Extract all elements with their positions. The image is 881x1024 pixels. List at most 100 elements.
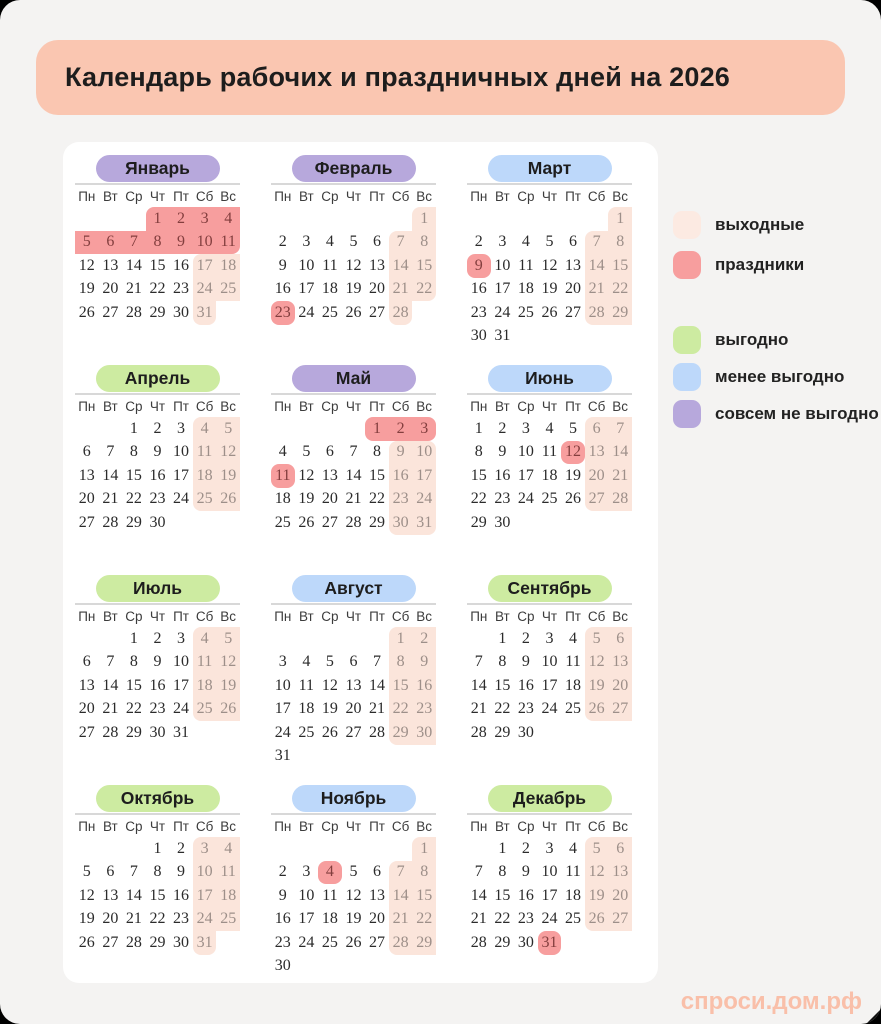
day-cell: 17 [412, 464, 436, 488]
day-cell: 15 [494, 676, 511, 694]
day-cell: 21 [388, 907, 413, 931]
weekday-label: Чт [149, 609, 166, 624]
day-cell: 19 [584, 674, 609, 698]
day-cell: 4 [278, 443, 287, 461]
day-cell: 15 [149, 886, 166, 904]
day-cell: 4 [192, 417, 217, 441]
day-cell: 28 [470, 723, 487, 741]
weekday-label: Вт [298, 609, 314, 624]
day-cell [538, 207, 562, 231]
day-cell [122, 837, 146, 861]
day-cell: 20 [608, 884, 632, 908]
day-cell: 16 [517, 886, 534, 904]
day-cell [295, 837, 319, 861]
day-cell: 27 [102, 303, 119, 321]
day-cell: 20 [321, 490, 338, 508]
day-cell: 7 [388, 230, 413, 254]
day-cell: 11 [322, 256, 338, 274]
weekday-label: Сб [391, 609, 410, 624]
day-cell: 17 [192, 884, 217, 908]
day-cell: 8 [498, 863, 507, 881]
day-cell: 24 [274, 723, 291, 741]
legend-label: совсем не выгодно [715, 404, 879, 423]
day-cell: 9 [388, 440, 413, 464]
day-cell [608, 325, 632, 349]
day-cell: 17 [173, 676, 190, 694]
day-cell: 16 [494, 466, 511, 484]
day-cell: 8 [474, 443, 483, 461]
day-cell [75, 207, 99, 231]
day-cell: 19 [298, 490, 315, 508]
day-cell [295, 207, 319, 231]
day-cell [318, 207, 342, 231]
day-cell: 6 [569, 233, 578, 251]
day-cell [342, 207, 366, 231]
legend-item: выгодно [673, 326, 878, 354]
day-cell: 24 [541, 910, 558, 928]
day-cell [295, 955, 319, 979]
weekday-label: Пн [470, 399, 488, 414]
day-cell: 15 [494, 886, 511, 904]
month-table: Пн Вт Ср Чт Пт Сб Вс 1 2 3 4 5 6 7 8 9 10 11 12 13 14 15 16 17 1… [467, 396, 632, 535]
day-cell [318, 837, 342, 861]
day-cell: 21 [470, 700, 487, 718]
month-header: Октябрь [75, 785, 240, 815]
month-header: Август [271, 575, 436, 605]
day-cell: 11 [565, 653, 581, 671]
month-title: Октябрь [95, 785, 220, 812]
month-header: Январь [75, 155, 240, 185]
day-cell: 21 [125, 910, 142, 928]
day-cell: 31 [274, 747, 291, 765]
day-cell: 22 [494, 700, 511, 718]
legend-item: совсем не выгодно [673, 400, 879, 428]
day-cell [561, 721, 585, 745]
weekday-label: Чт [149, 819, 166, 834]
day-cell: 19 [345, 280, 362, 298]
day-cell: 21 [608, 464, 632, 488]
weekday-label: Вт [102, 609, 118, 624]
day-cell: 23 [173, 280, 190, 298]
day-cell: 3 [521, 419, 530, 437]
day-cell: 31 [173, 723, 190, 741]
day-cell: 26 [216, 487, 240, 511]
weekday-label: Вт [298, 819, 314, 834]
day-cell: 17 [494, 280, 511, 298]
day-cell [561, 511, 585, 535]
day-cell: 23 [412, 697, 436, 721]
day-cell: 14 [388, 884, 413, 908]
day-cell: 6 [82, 653, 91, 671]
day-cell: 6 [82, 443, 91, 461]
weekday-label: Пт [565, 399, 581, 414]
day-cell: 17 [298, 910, 315, 928]
day-cell: 7 [373, 653, 382, 671]
day-cell: 4 [325, 233, 334, 251]
day-cell: 3 [177, 629, 186, 647]
day-cell: 29 [608, 301, 632, 325]
legend-item: выходные [673, 211, 878, 239]
day-cell: 18 [192, 464, 217, 488]
day-cell: 24 [541, 700, 558, 718]
month-title: Август [291, 575, 416, 602]
day-cell: 22 [149, 910, 166, 928]
day-cell: 22 [412, 907, 436, 931]
day-cell: 17 [541, 886, 558, 904]
watermark: спроси.дом.рф [680, 988, 862, 1015]
day-cell: 3 [278, 653, 287, 671]
day-cell: 9 [521, 863, 530, 881]
day-cell: 20 [608, 674, 632, 698]
day-cell: 26 [345, 933, 362, 951]
day-cell [389, 837, 413, 861]
day-cell: 16 [274, 910, 291, 928]
day-cell [538, 325, 562, 349]
day-cell: 15 [125, 466, 142, 484]
day-cell: 2 [169, 207, 193, 231]
day-cell [342, 627, 366, 651]
day-cell: 9 [412, 650, 436, 674]
month-block-1: Январь Пн Вт Ср Чт Пт Сб Вс 1 2 3 4 5 6 7 8 9 10 11 12 13 14 1… [75, 155, 240, 365]
day-cell: 5 [349, 863, 358, 881]
day-cell: 9 [153, 653, 162, 671]
day-cell: 23 [517, 910, 534, 928]
day-cell: 29 [494, 723, 511, 741]
day-cell: 11 [322, 886, 338, 904]
day-cell: 30 [517, 723, 534, 741]
